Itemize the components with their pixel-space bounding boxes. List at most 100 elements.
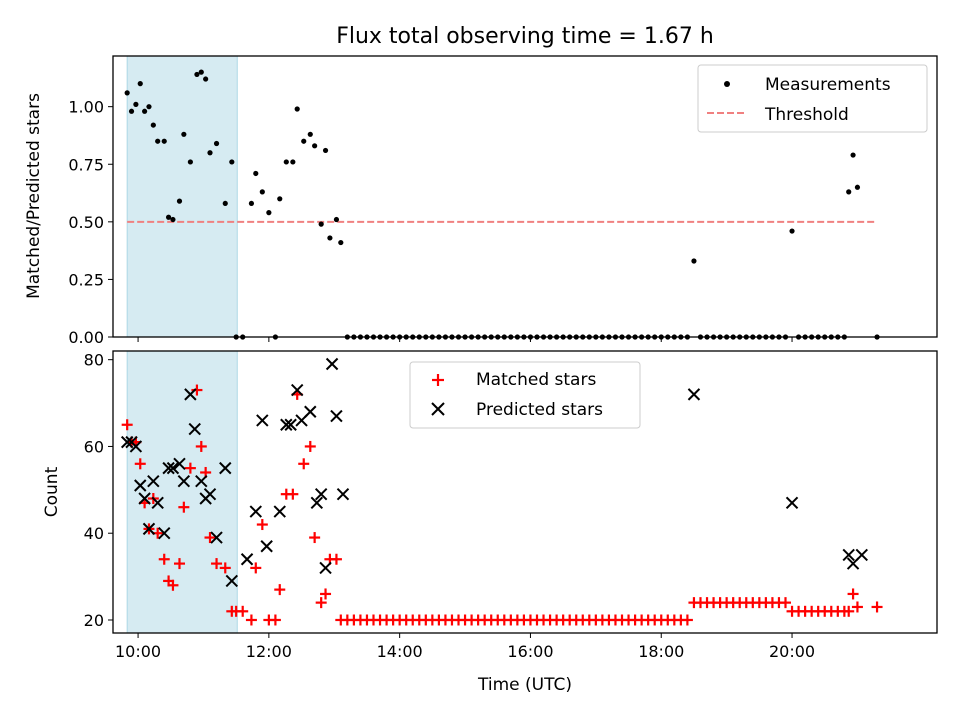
measurement-point	[207, 150, 213, 156]
legend-marker-measurements	[724, 81, 730, 87]
predicted-star-point	[855, 548, 869, 562]
predicted-star-point	[310, 496, 324, 510]
top-y-tick-label: 0.25	[68, 270, 104, 289]
measurement-point	[307, 131, 313, 137]
x-tick-label: 16:00	[507, 642, 553, 661]
measurement-point	[198, 69, 204, 75]
matched-star-point	[191, 384, 203, 396]
matched-star-point	[184, 462, 196, 474]
bottom-y-tick-label: 60	[84, 437, 104, 456]
measurement-point	[128, 108, 135, 114]
measurement-point	[213, 140, 220, 147]
predicted-star-point	[134, 479, 147, 492]
measurement-point	[133, 101, 139, 107]
measurement-point	[155, 138, 161, 144]
matched-star-point	[287, 488, 299, 500]
matched-star-point	[681, 614, 693, 626]
predicted-star-point	[219, 461, 232, 475]
predicted-star-point	[173, 457, 186, 471]
top-panel-ratio: 0.00 0.25 0.50 0.75 1.00 Matched/Predicted s…	[24, 55, 938, 347]
bottom-y-tick-label: 80	[84, 351, 104, 370]
matched-star-point	[121, 419, 133, 431]
measurement-point	[312, 143, 318, 149]
measurement-point	[846, 189, 852, 195]
top-legend-box	[697, 64, 928, 133]
top-panel-frame	[112, 55, 938, 338]
matched-star-point	[871, 601, 883, 613]
predicted-star-point	[280, 418, 293, 431]
predicted-star-point	[142, 522, 156, 536]
matched-star-point	[178, 501, 190, 513]
bottom-legend-box	[409, 361, 641, 429]
top-y-tick-label: 0.50	[68, 213, 104, 232]
measurement-point	[259, 189, 265, 195]
predicted-star-point	[151, 496, 164, 510]
predicted-star-point	[256, 414, 269, 427]
predicted-star-point	[195, 474, 208, 488]
x-tick-label: 14:00	[377, 642, 423, 661]
predicted-star-point	[325, 357, 339, 371]
measurement-point	[170, 216, 176, 223]
bottom-y-axis-label: Count	[42, 466, 62, 517]
matched-star-point	[245, 614, 257, 626]
predicted-star-point	[138, 492, 151, 505]
measurement-point	[253, 170, 259, 177]
matched-star-point	[211, 558, 223, 570]
measurement-point	[327, 235, 333, 241]
predicted-star-point	[687, 388, 701, 401]
matched-star-point	[330, 553, 342, 565]
predicted-star-point	[785, 496, 799, 510]
predicted-star-point	[177, 474, 191, 488]
matched-star-point	[843, 605, 855, 617]
matched-star-point	[173, 558, 185, 570]
x-tick-label: 18:00	[638, 642, 684, 661]
matched-star-point	[298, 458, 310, 470]
measurement-point	[229, 159, 235, 165]
measurement-point	[318, 221, 324, 227]
matched-star-point	[320, 588, 332, 600]
matched-star-point	[847, 588, 859, 600]
top-y-tick-label: 0.00	[68, 328, 104, 347]
predicted-star-point	[225, 574, 239, 588]
measurement-point	[124, 90, 130, 96]
predicted-star-point	[188, 422, 201, 436]
predicted-star-point	[336, 487, 350, 501]
legend-label-measurements: Measurements	[765, 75, 891, 95]
matched-star-point	[304, 440, 316, 452]
x-tick-label: 10:00	[115, 642, 161, 661]
measurement-point	[142, 108, 148, 114]
matched-star-point	[779, 597, 791, 609]
x-axis-label: Time (UTC)	[477, 675, 572, 695]
measurement-point	[854, 184, 861, 190]
measurement-point	[322, 147, 329, 154]
measurement-point	[333, 216, 340, 223]
predicted-star-point	[273, 505, 286, 518]
chart-title: Flux total observing time = 1.67 h	[336, 24, 714, 49]
matched-star-point	[315, 597, 327, 609]
measurement-point	[850, 152, 856, 158]
legend-label-predicted: Predicted stars	[476, 400, 603, 420]
matched-star-point	[256, 519, 268, 531]
measurement-point	[194, 71, 200, 78]
matched-star-point	[250, 562, 262, 574]
matched-star-point	[195, 440, 207, 452]
matched-star-point	[219, 562, 231, 574]
predicted-star-point	[290, 383, 304, 397]
predicted-star-point	[166, 461, 180, 475]
top-y-tick-label: 0.75	[68, 155, 104, 174]
bottom-panel-frame	[112, 350, 938, 634]
predicted-star-point	[314, 487, 328, 501]
bottom-y-tick-label: 40	[84, 524, 104, 543]
measurement-point	[176, 198, 183, 204]
predicted-star-point	[203, 487, 217, 501]
measurement-point	[187, 159, 193, 165]
measurement-point	[150, 122, 156, 128]
measurement-point	[290, 159, 296, 165]
measurement-point	[146, 104, 152, 110]
legend-label-matched: Matched stars	[476, 370, 596, 390]
bottom-shaded-interval	[126, 350, 238, 634]
legend-marker-predicted	[431, 402, 445, 416]
measurement-point	[789, 228, 795, 234]
measurement-point	[266, 210, 272, 216]
measurement-point	[161, 138, 167, 144]
